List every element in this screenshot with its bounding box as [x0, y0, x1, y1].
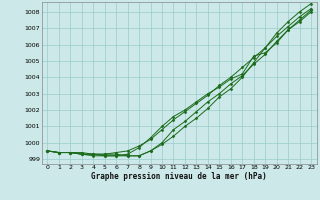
X-axis label: Graphe pression niveau de la mer (hPa): Graphe pression niveau de la mer (hPa) [91, 172, 267, 181]
